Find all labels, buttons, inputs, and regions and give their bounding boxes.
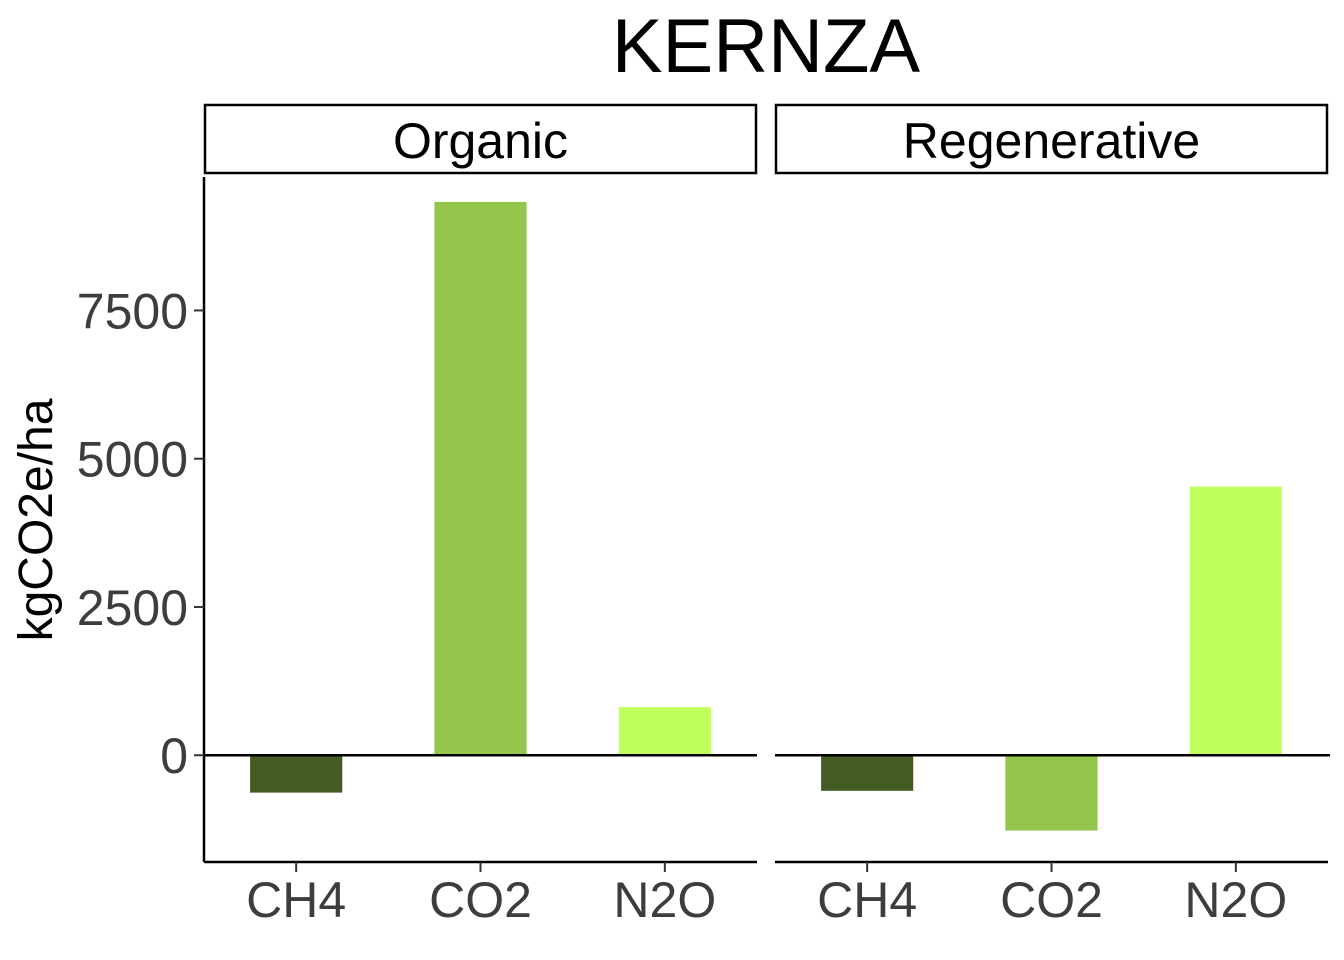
y-axis-title: kgCO2e/ha <box>10 398 63 641</box>
y-tick-label: 0 <box>160 728 188 784</box>
facet-strip-label: Regenerative <box>903 113 1200 169</box>
facet-panels: Organic CH4 CO2 N2O Regenerative CH4 CO2 N2O <box>203 103 1330 928</box>
x-tick-label: CH4 <box>246 872 346 928</box>
x-tick-label: CO2 <box>429 872 532 928</box>
x-tick-label: CH4 <box>817 872 917 928</box>
facet-panel-regenerative: Regenerative CH4 CO2 N2O <box>774 103 1330 928</box>
y-tick-label: 5000 <box>77 432 188 488</box>
facet-strip-label: Organic <box>393 113 568 169</box>
facet-strip <box>774 103 1329 175</box>
bar-n2o <box>618 707 711 756</box>
y-tick-label: 7500 <box>77 283 188 339</box>
x-tick-label: N2O <box>1184 872 1287 928</box>
facet-panel-organic: Organic CH4 CO2 N2O <box>203 103 758 928</box>
y-axis: 0 2500 5000 7500 <box>77 177 206 862</box>
x-tick-label: CO2 <box>1000 872 1103 928</box>
bar-co2 <box>1005 755 1098 831</box>
bar-ch4 <box>821 755 914 791</box>
bar-ch4 <box>250 755 343 793</box>
facet-strip <box>203 103 758 175</box>
bar-co2 <box>434 201 527 756</box>
x-tick-label: N2O <box>613 872 716 928</box>
bar-n2o <box>1189 486 1282 756</box>
y-tick-label: 2500 <box>77 580 188 636</box>
chart-title: KERNZA <box>612 4 921 89</box>
